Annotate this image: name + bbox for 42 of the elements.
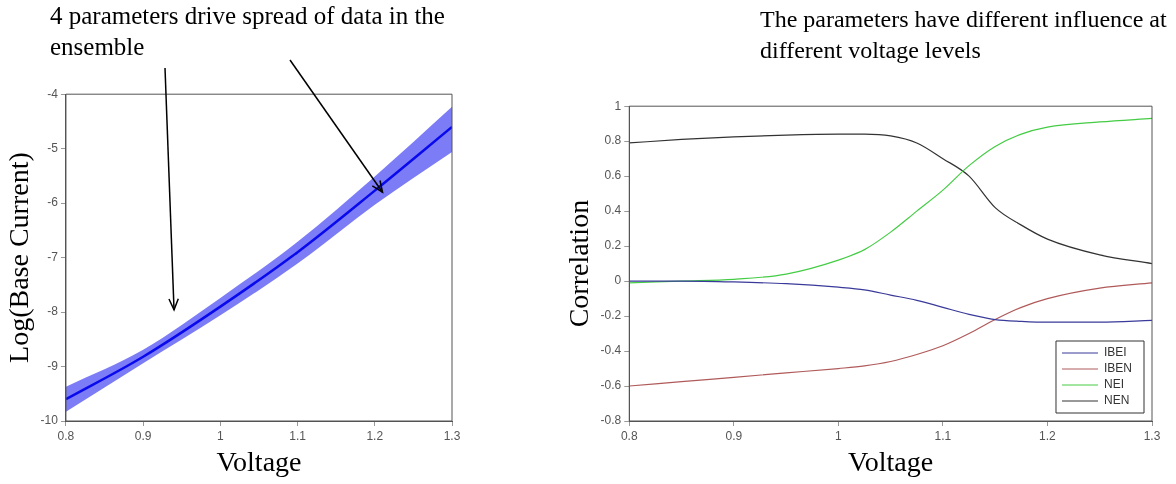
- x-tick-label: 1.1: [934, 428, 952, 443]
- legend-label: NEN: [1103, 393, 1130, 408]
- y-tick-label: -7: [47, 249, 59, 264]
- legend-label: IBEI: [1103, 345, 1127, 360]
- text: 4 parameters drive spread of data in the ensemble: [50, 1, 446, 62]
- line-series: [629, 280, 1152, 323]
- y-tick-label: -0.4: [600, 343, 622, 358]
- x-tick-label: 1.2: [366, 428, 384, 443]
- y-axis-title: Log(Base Current): [3, 152, 35, 363]
- y-tick-label: 1: [614, 98, 622, 113]
- y-tick-label: -4: [47, 86, 59, 101]
- y-axis-title: Correlation: [563, 199, 595, 328]
- y-tick-label: -8: [47, 304, 59, 319]
- x-tick-label: 1: [835, 428, 843, 443]
- chart-title: The parameters have different influence at different voltage levels: [760, 5, 1168, 65]
- x-tick-label: 1.1: [289, 428, 307, 443]
- x-tick-label: 0.9: [134, 428, 152, 443]
- legend-label: NEI: [1103, 377, 1125, 392]
- y-tick-label: 0: [614, 273, 622, 288]
- y-tick-label: -0.8: [600, 413, 622, 428]
- y-tick-label: -6: [47, 195, 59, 210]
- x-tick-label: 0.8: [57, 428, 75, 443]
- y-tick-label: -0.2: [600, 308, 622, 323]
- line-series: [629, 133, 1152, 265]
- x-tick-label: 1: [217, 428, 225, 443]
- line-series: [629, 117, 1152, 284]
- x-tick-label: 0.9: [725, 428, 743, 443]
- x-axis-title: Voltage: [848, 445, 934, 477]
- y-tick-label: -0.6: [600, 378, 622, 393]
- legend-label: IBEN: [1103, 361, 1133, 376]
- y-tick-label: 0.4: [604, 203, 622, 218]
- x-tick-label: 1.3: [1143, 428, 1161, 443]
- x-tick-label: 1.3: [443, 428, 461, 443]
- y-tick-label: 0.2: [604, 238, 622, 253]
- y-tick-label: -5: [47, 140, 59, 155]
- line-series: [629, 282, 1152, 387]
- x-axis-title: Voltage: [216, 445, 302, 477]
- y-tick-label: -10: [40, 413, 59, 428]
- x-tick-label: 1.2: [1039, 428, 1057, 443]
- y-tick-label: -9: [47, 358, 59, 373]
- y-tick-label: 0.6: [604, 168, 622, 183]
- y-tick-label: 0.8: [604, 133, 622, 148]
